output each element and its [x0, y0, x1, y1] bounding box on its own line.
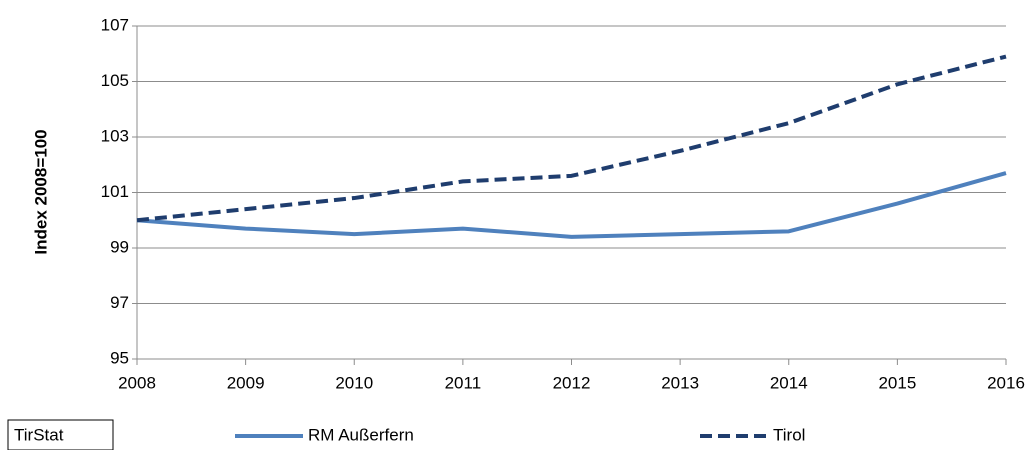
x-tick-label: 2008: [118, 373, 156, 392]
x-tick-label: 2013: [661, 373, 699, 392]
y-tick-label: 105: [101, 71, 129, 90]
x-tick-label: 2014: [770, 373, 808, 392]
x-tick-label: 2011: [445, 373, 482, 392]
y-tick-label: 95: [110, 348, 129, 367]
series-line: [136, 54, 1007, 223]
series-line: [136, 171, 1007, 239]
y-tick-label: 97: [110, 293, 129, 312]
y-axis-label: Index 2008=100: [31, 129, 50, 254]
y-tick-label: 101: [101, 182, 129, 201]
x-tick-label: 2012: [553, 373, 591, 392]
x-tick-label: 2010: [335, 373, 373, 392]
y-tick-label: 107: [101, 15, 129, 34]
source-label: TirStat: [14, 425, 64, 444]
x-tick-label: 2015: [878, 373, 916, 392]
y-tick-label: 99: [110, 237, 129, 256]
x-tick-label: 2009: [227, 373, 265, 392]
y-tick-label: 103: [101, 126, 129, 145]
source-box: [7, 419, 114, 450]
legend-label: Tirol: [773, 425, 805, 444]
x-tick-label: 2016: [987, 373, 1025, 392]
legend-label: RM Außerfern: [308, 425, 414, 444]
